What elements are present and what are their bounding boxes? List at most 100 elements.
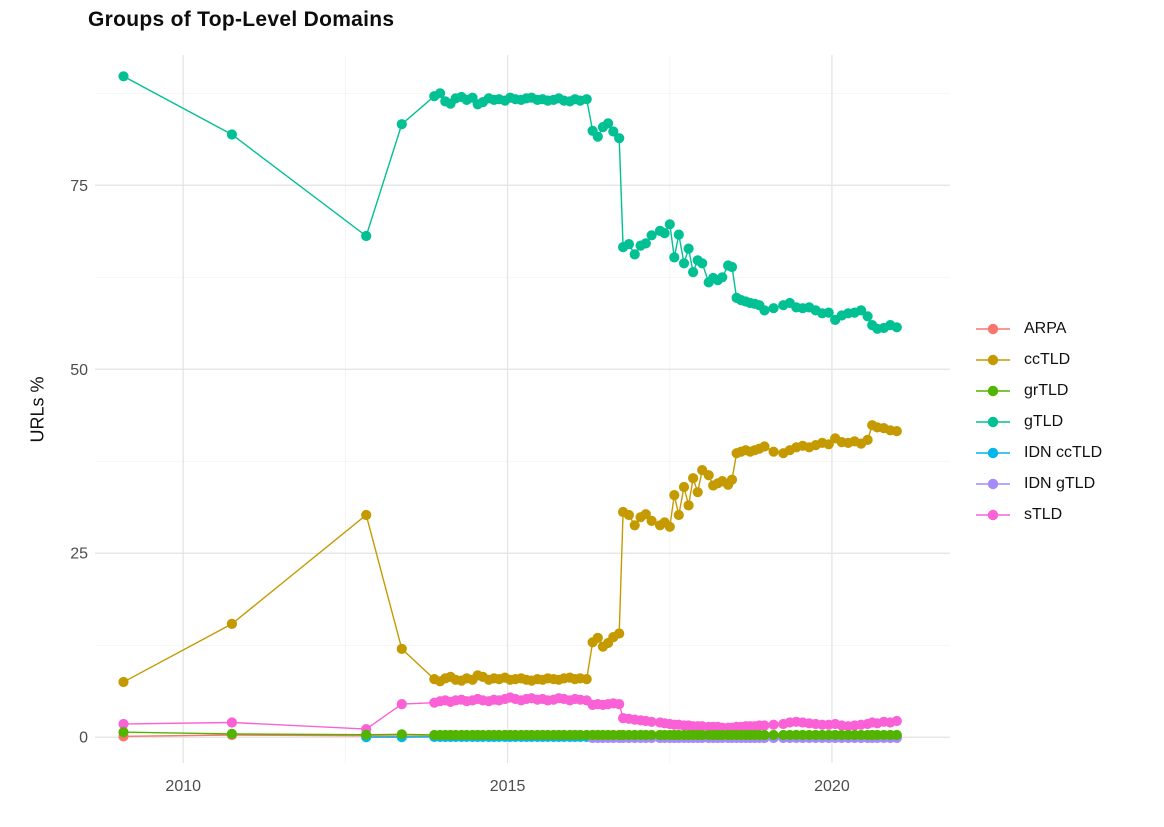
- series-point-gtld: [862, 311, 873, 322]
- series-point-gtld: [629, 249, 640, 260]
- series-point-gtld: [678, 258, 690, 269]
- series-point-grtld: [891, 729, 902, 741]
- series-point-grtld: [646, 729, 657, 741]
- series-point-gtld: [435, 88, 446, 99]
- series-point-cctld: [891, 426, 902, 437]
- legend-key-icon: [976, 416, 1010, 428]
- y-tick-label: 75: [70, 178, 88, 195]
- series-point-cctld: [646, 515, 657, 527]
- series-point-gtld: [669, 252, 680, 263]
- series-line-gtld: [123, 75, 898, 330]
- series-point-gtld: [608, 126, 619, 137]
- legend-item-gtld: gTLD: [975, 411, 1102, 433]
- series-point-stld: [396, 699, 407, 710]
- legend-item-cctld: ccTLD: [975, 349, 1102, 371]
- series-point-gtld: [603, 118, 614, 129]
- series-point-cctld: [759, 441, 770, 452]
- series-point-stld: [891, 715, 902, 727]
- series-point-gtld: [396, 119, 407, 130]
- series-point-gtld: [623, 239, 635, 250]
- series-point-stld: [768, 719, 779, 730]
- series-point-cctld: [396, 643, 407, 655]
- series-point-gtld: [226, 129, 237, 140]
- legend-label: ARPA: [1024, 320, 1067, 337]
- series-point-gtld: [823, 307, 834, 318]
- x-tick-label: 2015: [490, 778, 526, 795]
- y-tick-label: 50: [70, 362, 88, 379]
- legend-label: IDN ccTLD: [1024, 444, 1103, 461]
- series-point-grtld: [396, 729, 407, 740]
- series-point-cctld: [614, 628, 625, 639]
- series-point-gtld: [726, 261, 738, 273]
- series-point-cctld: [361, 509, 372, 521]
- series-point-cctld: [688, 473, 699, 484]
- series-point-stld: [614, 699, 625, 710]
- series-point-gtld: [659, 228, 670, 239]
- legend-key-icon: [976, 354, 1010, 366]
- y-tick-label: 0: [79, 730, 88, 747]
- series-point-gtld: [646, 230, 657, 241]
- series-point-cctld: [678, 481, 690, 493]
- series-point-gtld: [768, 303, 779, 314]
- series-point-gtld: [592, 131, 603, 142]
- series-point-cctld: [629, 520, 640, 531]
- series-point-cctld: [623, 509, 635, 521]
- series-point-cctld: [692, 487, 703, 498]
- legend-key-icon: [976, 323, 1010, 335]
- legend-item-grtld: grTLD: [975, 380, 1102, 402]
- legend-label: ccTLD: [1024, 351, 1071, 368]
- series-point-cctld: [823, 439, 834, 450]
- series-point-cctld: [683, 500, 694, 511]
- series-point-cctld: [118, 676, 129, 688]
- legend-label: sTLD: [1024, 506, 1063, 523]
- series-point-gtld: [697, 258, 708, 269]
- series-point-grtld: [118, 727, 129, 738]
- series-point-stld: [646, 716, 657, 727]
- series-point-cctld: [226, 618, 237, 630]
- x-tick-label: 2010: [165, 778, 201, 795]
- series-point-cctld: [640, 509, 651, 520]
- legend: ARPA ccTLD grTLD gTLD IDN ccTLD IDN gTLD sTLD: [975, 318, 1102, 526]
- legend-item-idn-cctld: IDN ccTLD: [975, 442, 1102, 464]
- series-point-grtld: [768, 729, 779, 741]
- series-point-gtld: [664, 219, 675, 230]
- series-point-gtld: [759, 305, 770, 316]
- series-point-gtld: [688, 267, 699, 278]
- series-point-cctld: [581, 674, 592, 685]
- series-point-gtld: [856, 305, 867, 316]
- series-point-gtld: [581, 94, 592, 105]
- legend-label: gTLD: [1024, 413, 1064, 430]
- series-point-cctld: [768, 446, 779, 457]
- legend-key-icon: [976, 478, 1010, 490]
- x-tick-label: 2020: [814, 778, 850, 795]
- series-point-gtld: [673, 229, 684, 240]
- series-point-gtld: [118, 71, 129, 82]
- series-point-stld: [759, 720, 770, 731]
- series-point-gtld: [640, 238, 651, 249]
- legend-item-stld: sTLD: [975, 504, 1102, 526]
- series-point-gtld: [717, 272, 728, 283]
- legend-key-icon: [976, 509, 1010, 521]
- legend-label: IDN gTLD: [1024, 475, 1096, 492]
- series-point-grtld: [759, 729, 770, 741]
- legend-label: grTLD: [1024, 382, 1069, 399]
- series-point-gtld: [614, 133, 625, 144]
- series-point-grtld: [361, 729, 372, 740]
- series-point-gtld: [683, 243, 694, 254]
- series-point-stld: [226, 717, 237, 728]
- series-point-gtld: [891, 322, 902, 333]
- legend-key-icon: [976, 385, 1010, 397]
- legend-item-arpa: ARPA: [975, 318, 1102, 340]
- series-point-cctld: [726, 474, 738, 485]
- y-tick-label: 25: [70, 546, 88, 563]
- series-point-stld: [118, 718, 129, 730]
- series-point-cctld: [592, 632, 603, 644]
- series-point-cctld: [673, 509, 684, 521]
- series-point-gtld: [361, 230, 372, 242]
- chart-title: Groups of Top-Level Domains: [88, 8, 395, 31]
- series-point-cctld: [862, 434, 873, 445]
- legend-item-idn-gtld: IDN gTLD: [975, 473, 1102, 495]
- series-point-grtld: [226, 728, 237, 740]
